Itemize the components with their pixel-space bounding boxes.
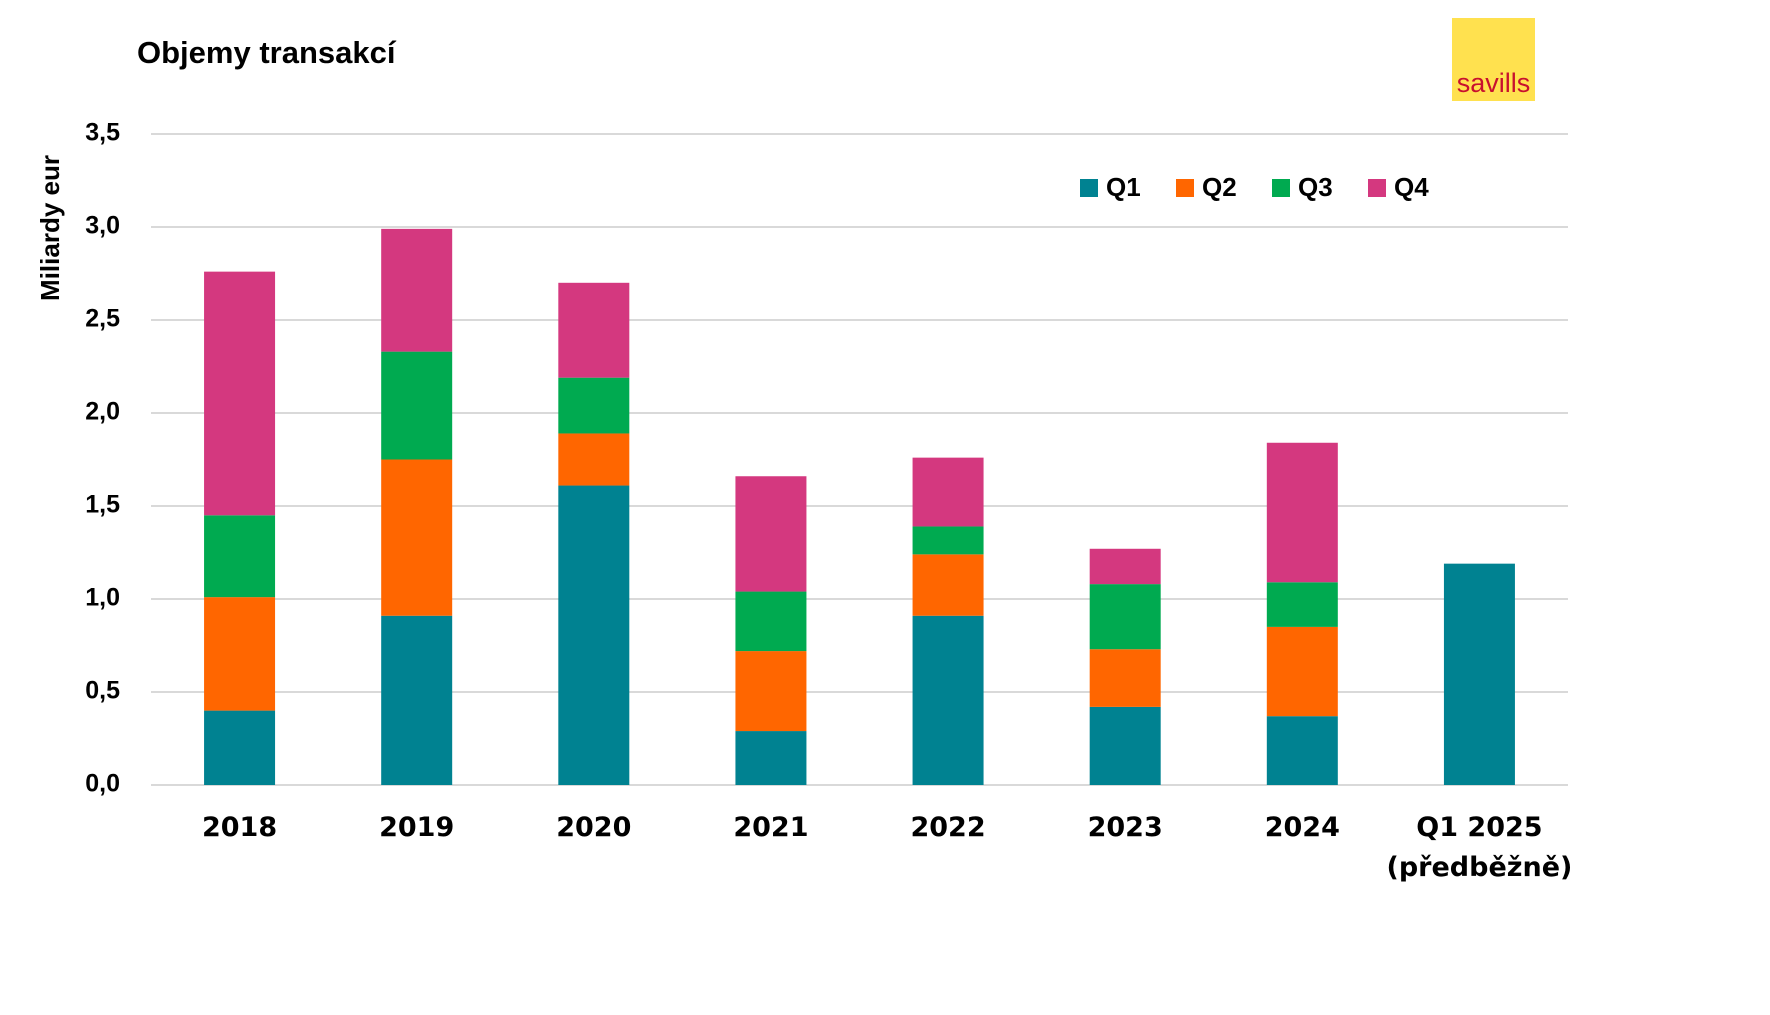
y-tick-label: 2,5	[85, 305, 120, 333]
bar-segment	[1266, 716, 1338, 785]
bar-segment	[204, 710, 276, 785]
legend-label: Q1	[1106, 172, 1141, 202]
legend-label: Q4	[1394, 172, 1429, 202]
x-tick-label: 2018	[201, 812, 278, 843]
bar-segment	[735, 651, 807, 732]
bar-segment	[558, 282, 630, 378]
bar-segment	[1089, 548, 1161, 585]
x-tick-label: 2023	[1087, 812, 1163, 843]
x-tick-label: Q1 2025 (předběžně)	[1386, 812, 1573, 883]
logo: savills	[1452, 18, 1535, 101]
x-tick-label: 2022	[910, 812, 986, 843]
x-tick-label: 2020	[556, 812, 632, 843]
y-tick-label: 1,0	[85, 584, 120, 612]
bar-segment	[558, 433, 630, 486]
y-tick-label: 1,5	[85, 491, 120, 519]
y-tick-label: 3,0	[85, 212, 120, 240]
bar-segment	[381, 228, 453, 352]
y-axis-label: Miliardy eur	[35, 155, 65, 301]
bar-segment	[381, 351, 453, 460]
legend-swatch	[1080, 179, 1098, 197]
bar-segment	[381, 459, 453, 616]
bar-segment	[204, 271, 276, 516]
bar-segment	[1089, 649, 1161, 707]
bar-segment	[735, 731, 807, 785]
bar-segment	[735, 591, 807, 652]
legend-swatch	[1272, 179, 1290, 197]
bar-segment	[204, 515, 276, 598]
bar-segment	[912, 526, 984, 555]
y-tick-label: 0,0	[85, 770, 120, 798]
y-tick-label: 3,5	[85, 119, 120, 147]
bar-segment	[1089, 706, 1161, 785]
legend-swatch	[1176, 179, 1194, 197]
legend-label: Q2	[1202, 172, 1237, 202]
bar-segment	[1443, 563, 1515, 785]
bar-segment	[912, 615, 984, 785]
bar-segment	[204, 597, 276, 711]
legend-swatch	[1368, 179, 1386, 197]
y-tick-label: 0,5	[85, 677, 120, 705]
bar-segment	[1266, 582, 1338, 627]
bar-segment	[912, 457, 984, 527]
bar-segment	[381, 615, 453, 785]
y-tick-label: 2,0	[85, 398, 120, 426]
bar-segment	[1266, 442, 1338, 583]
x-tick-label: 2019	[379, 812, 455, 843]
bar-segment	[1266, 626, 1338, 717]
legend-label: Q3	[1298, 172, 1333, 202]
bar-segment	[735, 476, 807, 592]
x-tick-label: 2024	[1264, 812, 1340, 843]
bar-segment	[558, 485, 630, 785]
chart-title: Objemy transakcí	[137, 35, 397, 70]
bar-segment	[912, 554, 984, 616]
x-tick-label: 2021	[733, 812, 809, 843]
bar-segment	[1089, 584, 1161, 650]
bar-segment	[558, 377, 630, 434]
